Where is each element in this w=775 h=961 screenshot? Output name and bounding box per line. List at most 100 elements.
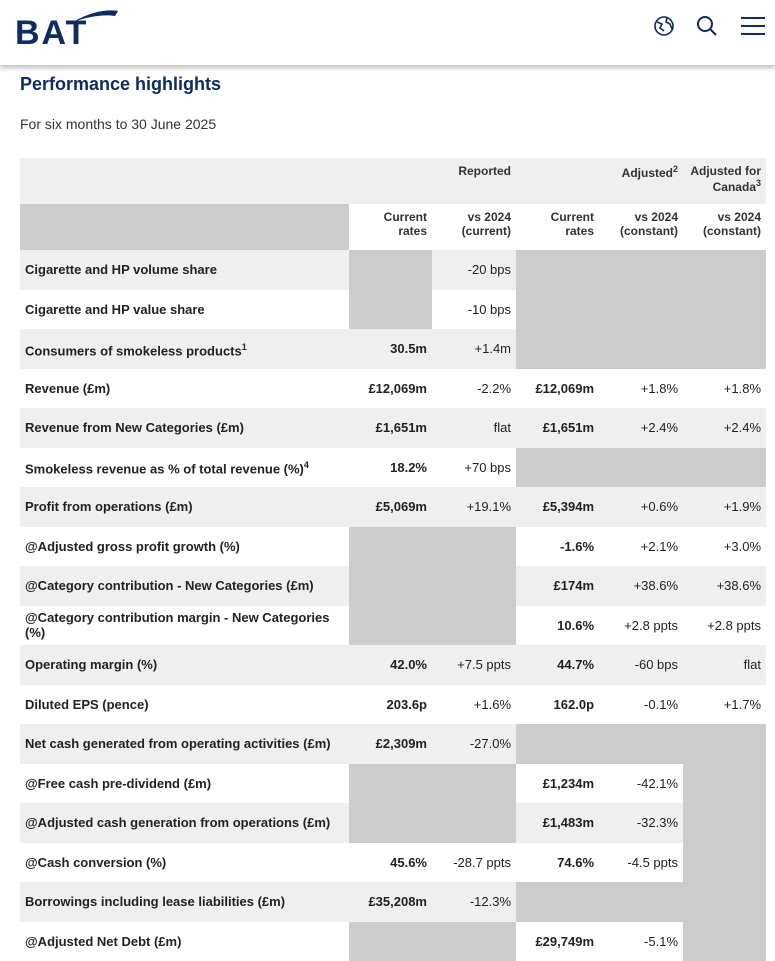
column-header: vs 2024 (constant) bbox=[599, 204, 683, 250]
column-header: Current rates bbox=[349, 204, 432, 250]
footnote-ref: 2 bbox=[673, 164, 678, 174]
table-row: @Adjusted gross profit growth (%) -1.6%+2… bbox=[20, 527, 766, 567]
empty-cell bbox=[683, 250, 766, 290]
table-row: @Category contribution margin - New Cate… bbox=[20, 606, 766, 646]
empty-cell bbox=[349, 566, 432, 606]
text: @Free cash pre-dividend (£m) bbox=[25, 776, 211, 791]
value-cell: +2.4% bbox=[599, 408, 683, 448]
search-icon[interactable] bbox=[698, 17, 716, 35]
value-cell: £5,069m bbox=[349, 487, 432, 527]
row-label: @Adjusted Net Debt (£m) bbox=[20, 922, 349, 961]
nav-icons bbox=[635, 12, 775, 42]
table-row: Cigarette and HP volume share -20 bps bbox=[20, 250, 766, 290]
value-cell: £5,394m bbox=[516, 487, 599, 527]
column-header: vs 2024 (current) bbox=[432, 204, 516, 250]
text: Diluted EPS (pence) bbox=[25, 697, 149, 712]
value-cell: 10.6% bbox=[516, 606, 599, 646]
value-cell: +1.8% bbox=[683, 369, 766, 409]
value-cell: -27.0% bbox=[432, 724, 516, 764]
value-cell: -0.1% bbox=[599, 685, 683, 725]
empty-cell bbox=[349, 803, 432, 843]
empty-cell bbox=[599, 882, 683, 922]
empty-cell bbox=[683, 764, 766, 804]
text: Smokeless revenue as % of total revenue … bbox=[25, 461, 304, 476]
value-cell: +1.4m bbox=[432, 329, 516, 369]
footnote-ref: 1 bbox=[242, 342, 247, 352]
globe-icon[interactable] bbox=[655, 17, 673, 35]
logo[interactable]: BAT bbox=[15, 14, 88, 53]
table-row: Borrowings including lease liabilities (… bbox=[20, 882, 766, 922]
footnote-ref: 3 bbox=[756, 178, 761, 188]
value-cell: £1,234m bbox=[516, 764, 599, 804]
value-cell: +38.6% bbox=[683, 566, 766, 606]
value-cell: £1,651m bbox=[516, 408, 599, 448]
text: Consumers of smokeless products bbox=[25, 343, 242, 358]
page-title: Performance highlights bbox=[20, 74, 221, 95]
subtitle: For six months to 30 June 2025 bbox=[20, 116, 216, 132]
value-cell: -5.1% bbox=[599, 922, 683, 961]
value-cell: +7.5 ppts bbox=[432, 645, 516, 685]
empty-cell bbox=[599, 448, 683, 488]
row-label: @Category contribution - New Categories … bbox=[20, 566, 349, 606]
empty-cell bbox=[599, 250, 683, 290]
value-cell: £174m bbox=[516, 566, 599, 606]
value-cell: +0.6% bbox=[599, 487, 683, 527]
empty-cell bbox=[432, 527, 516, 567]
footnote-ref: 4 bbox=[304, 460, 309, 470]
table-row: @Free cash pre-dividend (£m) £1,234m-42.1… bbox=[20, 764, 766, 804]
row-label: @Free cash pre-dividend (£m) bbox=[20, 764, 349, 804]
row-label: @Adjusted gross profit growth (%) bbox=[20, 527, 349, 567]
menu-icon[interactable] bbox=[741, 18, 765, 34]
value-cell: -1.6% bbox=[516, 527, 599, 567]
value-cell: flat bbox=[432, 408, 516, 448]
value-cell: +2.1% bbox=[599, 527, 683, 567]
value-cell: £12,069m bbox=[516, 369, 599, 409]
value-cell: -28.7 ppts bbox=[432, 843, 516, 883]
text: @Adjusted gross profit growth (%) bbox=[25, 539, 240, 554]
value-cell: -4.5 ppts bbox=[599, 843, 683, 883]
row-label: Consumers of smokeless products1 bbox=[20, 329, 349, 369]
value-cell: -12.3% bbox=[432, 882, 516, 922]
empty-cell bbox=[432, 922, 516, 961]
empty-cell bbox=[349, 606, 432, 646]
empty-cell bbox=[683, 329, 766, 369]
value-cell: £12,069m bbox=[349, 369, 432, 409]
row-label: @Category contribution margin - New Cate… bbox=[20, 606, 349, 646]
empty-cell bbox=[349, 527, 432, 567]
row-label: @Cash conversion (%) bbox=[20, 843, 349, 883]
table-row: @Adjusted cash generation from operation… bbox=[20, 803, 766, 843]
table-row: @Adjusted Net Debt (£m)£29,749m-5.1% bbox=[20, 922, 766, 961]
table-row: Net cash generated from operating activi… bbox=[20, 724, 766, 764]
text: @Category contribution margin - New Cate… bbox=[25, 610, 330, 640]
row-label: Profit from operations (£m) bbox=[20, 487, 349, 527]
text: Adjusted bbox=[622, 166, 673, 180]
empty-cell bbox=[683, 290, 766, 330]
row-label: Cigarette and HP volume share bbox=[20, 250, 349, 290]
text: Revenue from New Categories (£m) bbox=[25, 420, 244, 435]
value-cell: +1.8% bbox=[599, 369, 683, 409]
value-cell: -2.2% bbox=[432, 369, 516, 409]
value-cell: -10 bps bbox=[432, 290, 516, 330]
empty-cell bbox=[516, 448, 599, 488]
value-cell: -20 bps bbox=[432, 250, 516, 290]
text: @Cash conversion (%) bbox=[25, 855, 166, 870]
table-row: Cigarette and HP value share -10 bps bbox=[20, 290, 766, 330]
value-cell: -42.1% bbox=[599, 764, 683, 804]
empty-cell bbox=[432, 566, 516, 606]
value-cell: +3.0% bbox=[683, 527, 766, 567]
empty-cell bbox=[432, 803, 516, 843]
empty-cell bbox=[432, 606, 516, 646]
row-label: @Adjusted cash generation from operation… bbox=[20, 803, 349, 843]
text: Cigarette and HP value share bbox=[25, 302, 205, 317]
empty-cell bbox=[516, 882, 599, 922]
value-cell: £1,651m bbox=[349, 408, 432, 448]
empty-cell bbox=[349, 764, 432, 804]
empty-cell bbox=[516, 290, 599, 330]
value-cell: 42.0% bbox=[349, 645, 432, 685]
text: Borrowings including lease liabilities (… bbox=[25, 894, 285, 909]
empty-cell bbox=[516, 724, 599, 764]
value-cell: 18.2% bbox=[349, 448, 432, 488]
